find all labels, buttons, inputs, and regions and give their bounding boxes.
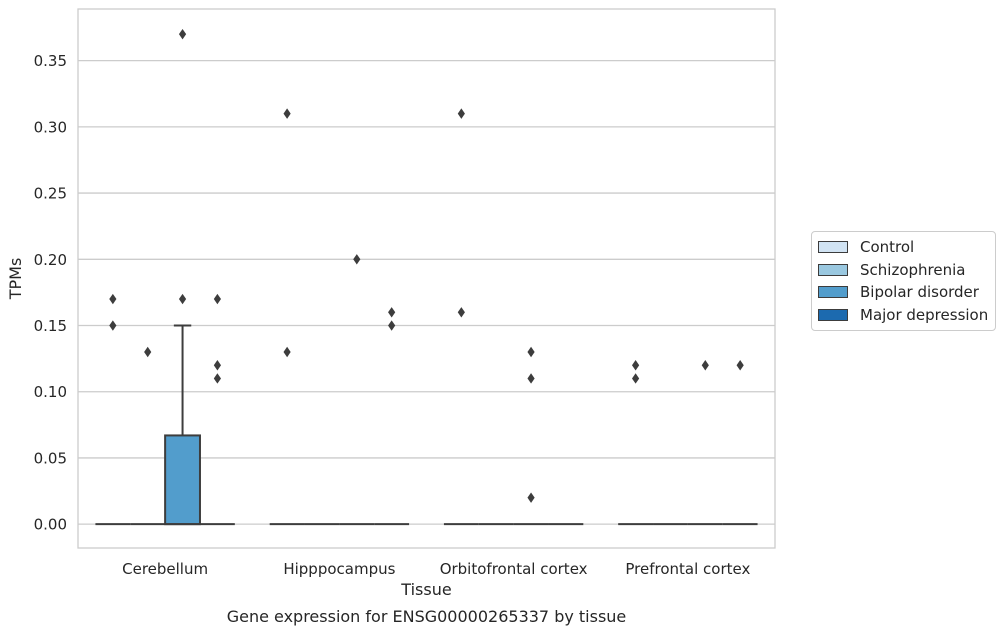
outlier-point (213, 360, 221, 371)
y-tick-label: 0.20 (34, 251, 67, 269)
legend-label: Schizophrenia (860, 260, 966, 279)
box-bipolar-disorder (687, 360, 723, 526)
outlier-point (283, 108, 291, 119)
x-axis-label: Tissue (400, 580, 451, 599)
outlier-point (109, 320, 117, 331)
legend-item: Bipolar disorder (818, 281, 989, 304)
y-tick-labels: 0.00 0.05 0.10 0.15 0.20 0.25 0.30 0.35 (34, 52, 67, 534)
legend-item: Schizophrenia (818, 259, 989, 282)
legend-item: Control (818, 236, 989, 259)
legend: Control Schizophrenia Bipolar disorder Majo… (811, 231, 996, 331)
outlier-point (178, 28, 187, 40)
legend-swatch (818, 241, 848, 254)
legend-item: Major depression (818, 304, 989, 327)
legend-label: Bipolar disorder (860, 283, 979, 302)
plot-frame (77, 8, 776, 549)
box-major-depression (722, 360, 758, 526)
outlier-point (388, 307, 396, 318)
outlier-point (109, 293, 117, 305)
x-tick-label: Hipppocampus (283, 560, 395, 578)
outlier-point (144, 346, 152, 358)
y-tick-label: 0.05 (34, 449, 67, 467)
box-control (269, 108, 305, 526)
box-major-depression (199, 293, 235, 526)
y-tick-label: 0.30 (34, 118, 67, 136)
box-control (618, 360, 654, 526)
outlier-point (527, 492, 535, 503)
y-tick-label: 0.25 (34, 185, 67, 203)
outlier-point (632, 373, 640, 384)
box-schizophrenia (130, 346, 166, 526)
box-bipolar-disorder (339, 254, 375, 526)
box-control (95, 293, 131, 526)
outlier-point (527, 346, 535, 358)
x-tick-label: Cerebellum (122, 560, 208, 578)
outlier-point (632, 360, 640, 371)
box-bipolar-disorder (513, 346, 549, 526)
outlier-point (701, 360, 709, 371)
y-tick-label: 0.10 (34, 383, 67, 401)
y-tick-label: 0.35 (34, 52, 67, 70)
y-axis-label: TPMs (6, 258, 25, 301)
box-control (443, 108, 479, 526)
legend-swatch (818, 263, 848, 276)
legend-swatch (818, 286, 848, 299)
chart-caption: Gene expression for ENSG00000265337 by t… (227, 607, 627, 626)
box-bipolar-disorder (164, 28, 201, 526)
x-tick-label: Orbitofrontal cortex (440, 560, 588, 578)
legend-swatch (818, 308, 848, 321)
x-tick-labels: Cerebellum Hipppocampus Orbitofrontal cort… (122, 560, 750, 578)
outlier-point (736, 360, 744, 371)
box-groups (95, 28, 758, 526)
outlier-point (213, 373, 221, 384)
legend-label: Major depression (860, 305, 989, 324)
outlier-point (178, 293, 187, 305)
y-tick-label: 0.15 (34, 317, 67, 335)
outlier-point (388, 320, 396, 331)
y-tick-label: 0.00 (34, 516, 67, 534)
outlier-point (527, 373, 535, 384)
legend-label: Control (860, 238, 915, 257)
outlier-point (457, 108, 465, 119)
box-major-depression (374, 307, 410, 526)
outlier-point (213, 293, 221, 305)
box-iqr (164, 434, 201, 526)
outlier-point (353, 254, 361, 265)
x-tick-label: Prefrontal cortex (625, 560, 750, 578)
outlier-point (283, 346, 291, 358)
outlier-point (457, 307, 465, 318)
